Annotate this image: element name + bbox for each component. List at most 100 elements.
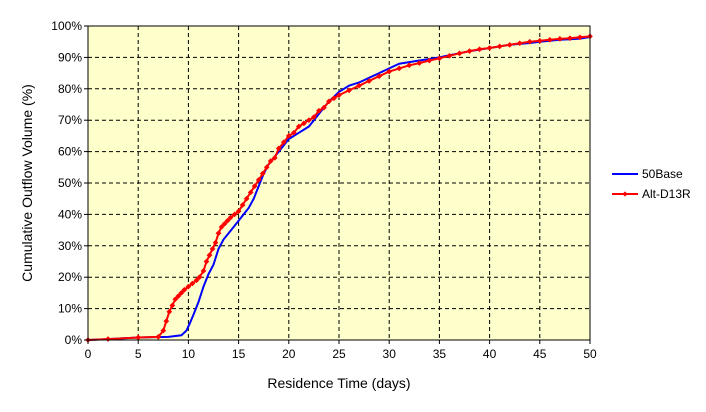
series-point-Alt-D13R	[305, 117, 312, 124]
x-tick-label: 5	[135, 347, 142, 361]
x-tick-label: 50	[583, 347, 597, 361]
series-point-Alt-D13R	[243, 195, 250, 202]
gridlines	[88, 26, 590, 340]
series-point-Alt-D13R	[356, 82, 363, 89]
series-point-Alt-D13R	[172, 296, 179, 303]
legend-label: Alt-D13R	[642, 187, 691, 201]
series-point-Alt-D13R	[326, 98, 332, 105]
y-tick-label: 60%	[58, 145, 82, 159]
series-point-Alt-D13R	[416, 60, 423, 67]
series-point-Alt-D13R	[166, 308, 173, 315]
x-tick-label: 30	[383, 347, 397, 361]
series-point-Alt-D13R	[239, 202, 246, 208]
series-point-Alt-D13R	[336, 92, 342, 99]
series-point-Alt-D13R	[466, 48, 473, 55]
series-point-Alt-D13R	[155, 333, 162, 340]
series-point-Alt-D13R	[476, 46, 483, 53]
tick-labels: 0 5 10 15 20 25 30 35 40 45 50 0% 10% 20% 30% 40% 50% 60%…	[51, 19, 597, 361]
series-point-Alt-D13R	[259, 170, 266, 177]
series-point-Alt-D13R	[320, 104, 327, 111]
series-point-Alt-D13R	[206, 252, 213, 259]
series-point-Alt-D13R	[295, 123, 302, 130]
y-tick-label: 80%	[58, 82, 82, 96]
series-point-Alt-D13R	[446, 52, 453, 59]
y-axis-title: Cumulative Outflow Volume (%)	[19, 84, 35, 282]
series-point-Alt-D13R	[224, 217, 231, 224]
series-point-Alt-D13R	[496, 43, 503, 50]
series-point-Alt-D13R	[203, 258, 210, 265]
x-tick-label: 10	[182, 347, 196, 361]
series-point-Alt-D13R	[546, 36, 553, 43]
y-tick-label: 20%	[58, 270, 82, 284]
series-point-Alt-D13R	[536, 37, 543, 44]
y-tick-label: 100%	[51, 19, 82, 33]
x-tick-label: 25	[332, 347, 346, 361]
series-point-Alt-D13R	[231, 211, 238, 218]
series-point-Alt-D13R	[506, 41, 513, 48]
series-point-Alt-D13R	[436, 55, 443, 62]
y-tick-label: 50%	[58, 176, 82, 190]
series-point-Alt-D13R	[185, 283, 192, 290]
x-tick-label: 15	[232, 347, 246, 361]
series-point-Alt-D13R	[212, 239, 219, 246]
series-point-Alt-D13R	[105, 336, 112, 343]
x-tick-label: 40	[483, 347, 497, 361]
legend: 50Base Alt-D13R	[612, 167, 691, 201]
y-tick-label: 70%	[58, 113, 82, 127]
series-point-Alt-D13R	[247, 189, 254, 196]
x-tick-label: 0	[85, 347, 92, 361]
legend-marker	[622, 191, 628, 197]
series-point-Alt-D13R	[386, 68, 393, 75]
series-point-Alt-D13R	[516, 40, 523, 47]
series-point-Alt-D13R	[235, 208, 242, 215]
series-point-Alt-D13R	[310, 114, 317, 121]
legend-label: 50Base	[642, 167, 683, 181]
series-point-Alt-D13R	[315, 107, 322, 114]
series-point-Alt-D13R	[215, 230, 222, 237]
series-point-Alt-D13R	[255, 176, 262, 183]
series-point-Alt-D13R	[346, 87, 352, 94]
series-point-Alt-D13R	[275, 145, 282, 152]
series-point-Alt-D13R	[456, 50, 463, 57]
series-point-Alt-D13R	[406, 62, 413, 69]
series-point-Alt-D13R	[218, 224, 225, 230]
series-point-Alt-D13R	[193, 277, 200, 284]
y-tick-label: 10%	[58, 302, 82, 316]
series-point-Alt-D13R	[175, 293, 182, 299]
x-tick-label: 35	[433, 347, 447, 361]
series-point-Alt-D13R	[163, 318, 170, 325]
series-point-Alt-D13R	[486, 45, 493, 51]
series-point-Alt-D13R	[556, 35, 563, 42]
series-point-Alt-D13R	[251, 183, 258, 190]
series-point-Alt-D13R	[181, 286, 188, 293]
series-point-Alt-D13R	[577, 34, 583, 41]
series-point-Alt-D13R	[267, 158, 274, 164]
series-point-Alt-D13R	[169, 302, 176, 309]
series-point-Alt-D13R	[376, 73, 383, 80]
x-tick-label: 20	[282, 347, 296, 361]
series-point-Alt-D13R	[160, 327, 167, 334]
y-tick-label: 0%	[65, 333, 83, 347]
series-point-Alt-D13R	[263, 164, 270, 171]
series-point-Alt-D13R	[271, 154, 278, 161]
series-point-Alt-D13R	[280, 139, 287, 146]
series-point-Alt-D13R	[196, 274, 203, 281]
x-axis-title: Residence Time (days)	[267, 375, 410, 391]
series-point-Alt-D13R	[285, 132, 292, 139]
series-point-Alt-D13R	[290, 129, 297, 136]
series-point-Alt-D13R	[396, 65, 403, 72]
x-tick-label: 45	[533, 347, 547, 361]
series-point-Alt-D13R	[189, 280, 196, 287]
series-point-Alt-D13R	[526, 38, 533, 45]
series-point-Alt-D13R	[426, 57, 433, 64]
series-point-Alt-D13R	[566, 35, 573, 42]
series-point-Alt-D13R	[331, 95, 337, 102]
series-point-Alt-D13R	[200, 267, 207, 274]
y-tick-label: 30%	[58, 239, 82, 253]
series-point-Alt-D13R	[300, 120, 307, 127]
series-point-Alt-D13R	[178, 289, 185, 296]
series-point-Alt-D13R	[209, 245, 216, 252]
series-layer	[85, 33, 593, 343]
series-point-Alt-D13R	[227, 214, 234, 221]
